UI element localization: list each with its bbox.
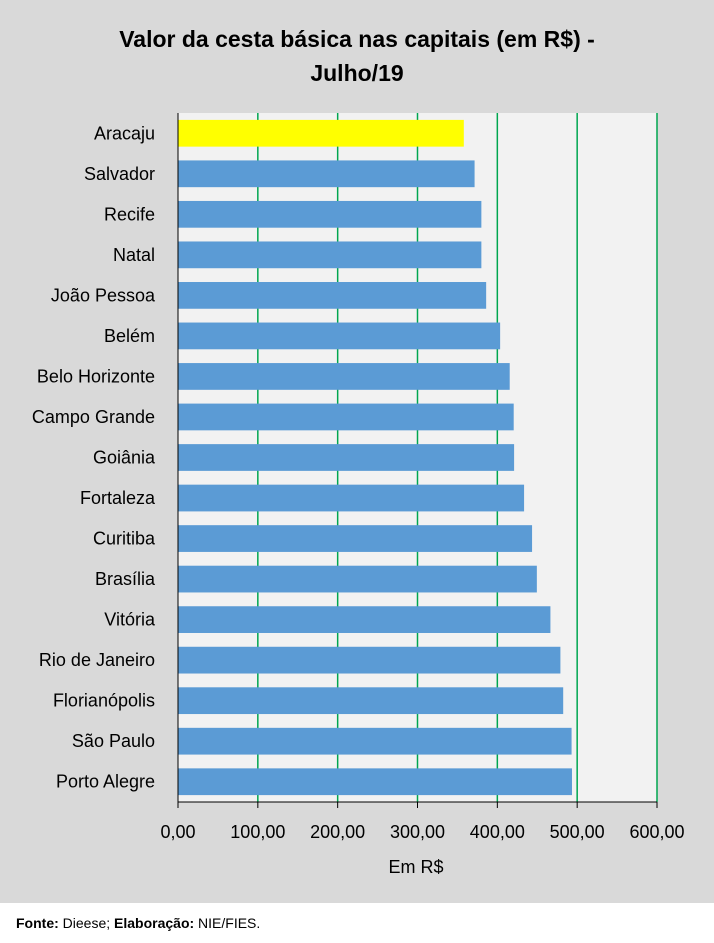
chart-title-line-2: Julho/19: [310, 60, 404, 86]
category-label-12: Vitória: [104, 610, 156, 630]
bar-14: [178, 687, 564, 715]
bar-1: [178, 160, 475, 188]
credit-value: NIE/FIES.: [194, 915, 261, 931]
category-label-16: Porto Alegre: [56, 772, 155, 792]
bar-3: [178, 241, 482, 269]
bar-2: [178, 200, 482, 228]
category-label-8: Goiânia: [93, 448, 156, 468]
x-tick-label-6: 600,00: [629, 822, 684, 842]
bar-8: [178, 444, 515, 471]
category-label-5: Belém: [104, 326, 155, 346]
chart-title: Valor da cesta básica nas capitais (em R…: [0, 22, 714, 90]
bar-16: [178, 768, 572, 796]
bar-10: [178, 525, 533, 552]
category-label-11: Brasília: [95, 569, 156, 589]
bar-13: [178, 646, 561, 674]
category-label-4: João Pessoa: [51, 285, 156, 305]
category-labels: Aracaju Salvador Recife Natal João Pessoa Bel…: [32, 123, 156, 791]
category-label-7: Campo Grande: [32, 407, 155, 427]
source-value: Dieese;: [58, 915, 115, 931]
category-label-6: Belo Horizonte: [37, 366, 155, 386]
bar-4: [178, 282, 487, 309]
x-axis-label: Em R$: [388, 857, 443, 877]
bar-5: [178, 322, 501, 350]
category-label-14: Florianópolis: [53, 691, 155, 711]
credit-label: Elaboração:: [114, 915, 195, 931]
bar-15: [178, 727, 572, 755]
tick-labels: 0,00 100,00 200,00 300,00 400,00 500,00 600,00: [160, 802, 685, 842]
bar-9: [178, 484, 525, 512]
category-label-10: Curitiba: [93, 529, 156, 549]
bar-0: [178, 119, 464, 147]
x-tick-label-2: 200,00: [310, 822, 365, 842]
category-label-2: Recife: [104, 204, 155, 224]
chart-title-line-1: Valor da cesta básica nas capitais (em R…: [119, 26, 595, 52]
x-tick-label-3: 300,00: [390, 822, 445, 842]
category-label-3: Natal: [113, 245, 155, 265]
x-tick-label-0: 0,00: [160, 822, 195, 842]
source-label: Fonte:: [16, 915, 59, 931]
category-label-0: Aracaju: [94, 123, 155, 143]
x-tick-label-4: 400,00: [470, 822, 525, 842]
category-label-13: Rio de Janeiro: [39, 650, 155, 670]
footer: Fonte: Dieese; Elaboração: NIE/FIES.: [0, 903, 714, 943]
bar-7: [178, 403, 514, 431]
category-label-9: Fortaleza: [80, 488, 156, 508]
category-label-1: Salvador: [84, 164, 155, 184]
bar-11: [178, 565, 537, 593]
x-tick-label-1: 100,00: [230, 822, 285, 842]
bars: [178, 119, 572, 796]
x-tick-label-5: 500,00: [550, 822, 605, 842]
bar-12: [178, 606, 551, 633]
category-label-15: São Paulo: [72, 731, 155, 751]
bar-6: [178, 363, 510, 390]
bar-chart-svg: Aracaju Salvador Recife Natal João Pessoa Bel…: [32, 113, 685, 877]
